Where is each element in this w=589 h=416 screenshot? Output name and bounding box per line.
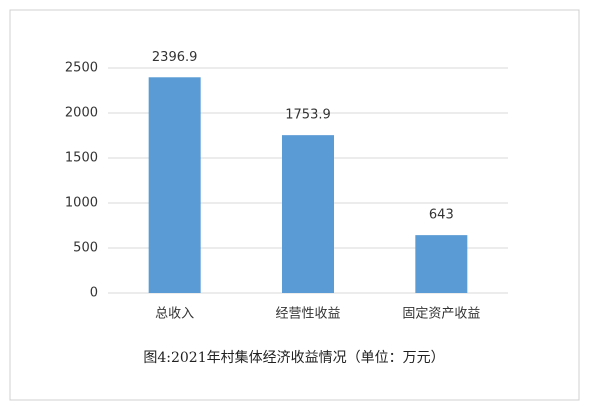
y-tick-label: 0 [90, 286, 98, 301]
bar [415, 235, 468, 293]
y-tick-label: 1500 [65, 151, 98, 166]
bar [282, 135, 334, 293]
data-label: 1753.9 [285, 108, 331, 123]
chart-title: 图4:2021年村集体经济收益情况（单位：万元） [143, 349, 444, 366]
y-tick-label: 2500 [65, 61, 98, 76]
y-tick-label: 1000 [65, 196, 98, 211]
y-tick-label: 2000 [65, 106, 98, 121]
x-tick-label: 固定资产收益 [402, 307, 480, 322]
x-tick-label: 经营性收益 [275, 307, 340, 322]
y-tick-label: 500 [73, 241, 98, 256]
data-label: 2396.9 [152, 50, 198, 65]
data-label: 643 [429, 208, 454, 223]
x-tick-label: 总收入 [155, 307, 194, 322]
bar [148, 77, 201, 294]
